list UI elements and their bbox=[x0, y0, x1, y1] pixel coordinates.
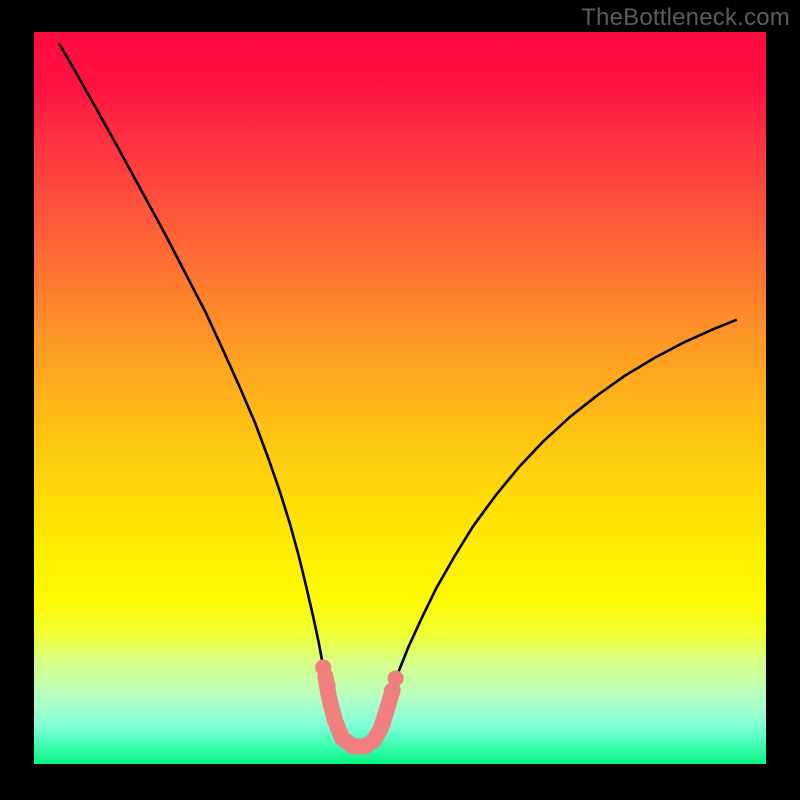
chart-svg bbox=[0, 0, 800, 800]
watermark-text: TheBottleneck.com bbox=[581, 4, 790, 32]
chart-background-gradient bbox=[34, 32, 766, 764]
chart-stage: TheBottleneck.com bbox=[0, 0, 800, 800]
